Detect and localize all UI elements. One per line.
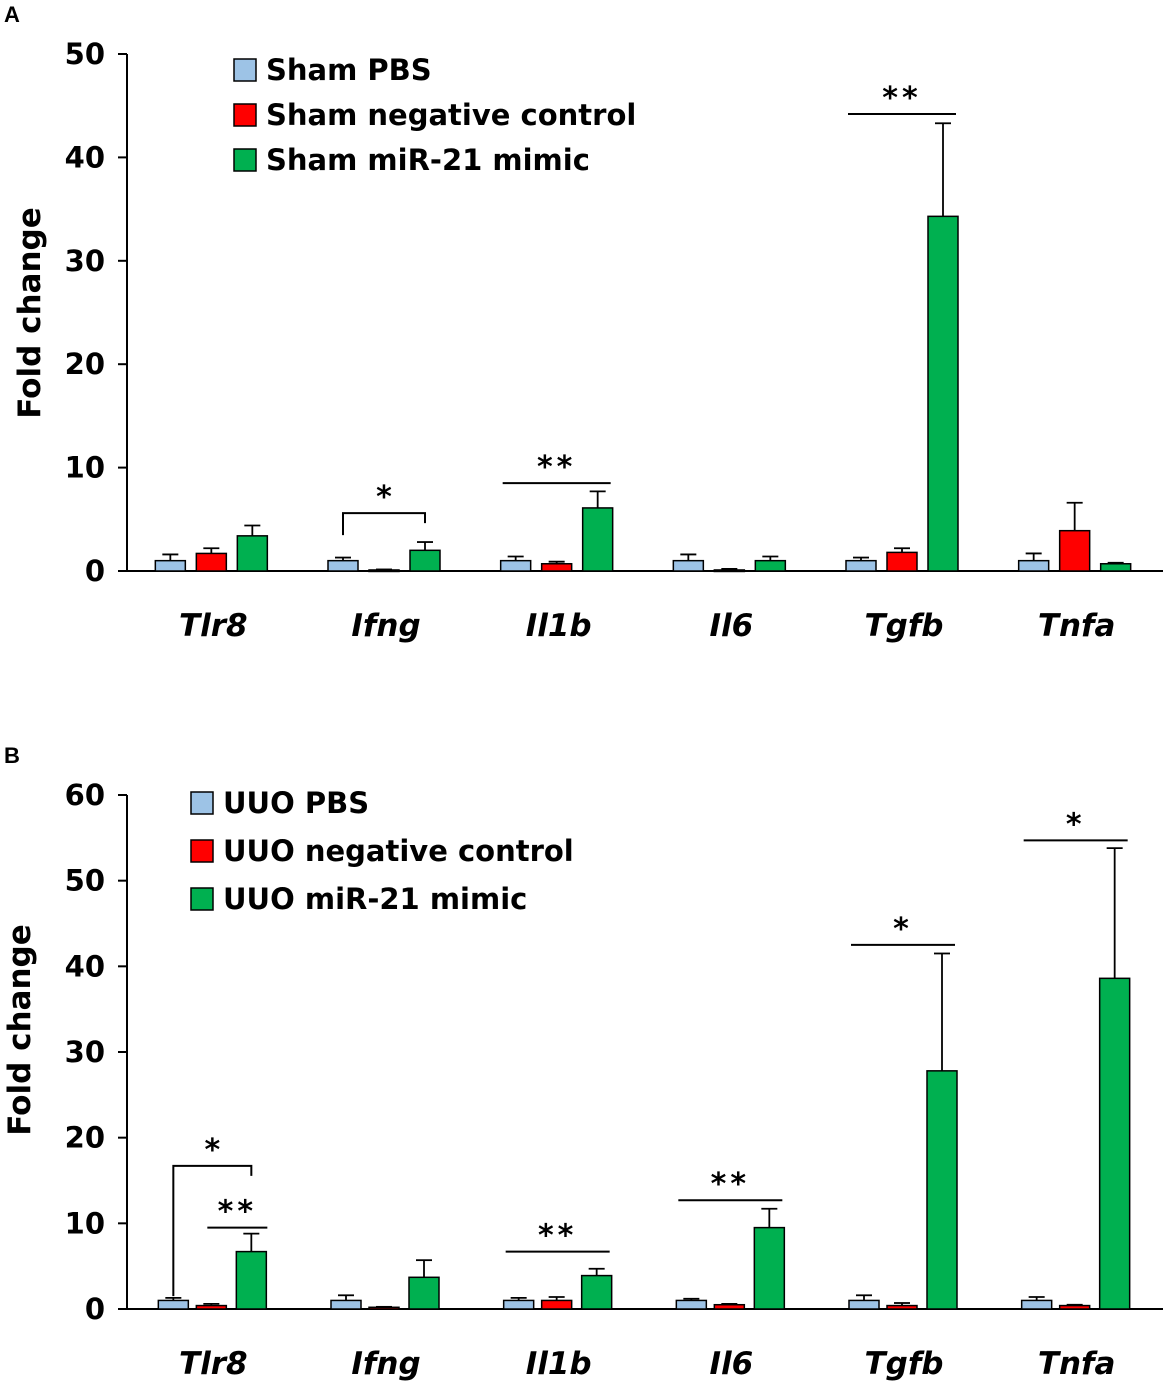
bar-1 — [499, 559, 532, 572]
bar-3 — [753, 1226, 786, 1310]
y-tick-label: 30 — [65, 1035, 105, 1069]
bar-1 — [1017, 559, 1050, 572]
bar-3 — [1098, 977, 1131, 1310]
y-tick-label: 50 — [65, 864, 105, 898]
y-tick-label: 10 — [65, 1206, 105, 1240]
category-label: Tgfb — [864, 608, 943, 644]
bar-3 — [580, 1274, 613, 1310]
significance-label: ** — [218, 1195, 257, 1230]
y-tick-label: 60 — [65, 778, 105, 812]
bar-3 — [1099, 563, 1132, 572]
legend-label-1: UUO PBS — [223, 786, 369, 820]
bar-2 — [195, 552, 228, 572]
y-tick-label: 0 — [85, 1292, 105, 1326]
bar-2 — [713, 1303, 746, 1310]
significance-bracket — [342, 512, 426, 536]
category-label: Il1b — [526, 1346, 592, 1382]
bar-3 — [409, 549, 441, 572]
significance-label: * — [1066, 807, 1086, 842]
panel-b-letter: B — [4, 743, 20, 768]
bar-2 — [195, 1304, 228, 1310]
y-tick-label: 40 — [65, 949, 105, 983]
y-tick-label: 50 — [65, 37, 105, 71]
bar-2 — [540, 563, 573, 572]
panel-a-letter: A — [4, 2, 20, 27]
legend-label-1: Sham PBS — [266, 53, 432, 87]
legend-swatch-3 — [190, 887, 214, 911]
bar-3 — [754, 559, 787, 572]
category-label: Il6 — [709, 1346, 753, 1382]
category-label: Tnfa — [1038, 608, 1116, 644]
bar-1 — [1020, 1299, 1053, 1310]
chart-panel-a: 0 10 20 30 40 50 Fold change Tlr8 Ifng Il1b Il6 Tgf… — [12, 37, 1163, 644]
bar-2 — [886, 1304, 918, 1310]
bar-3 — [236, 535, 269, 572]
y-tick-label: 10 — [65, 451, 105, 485]
legend-label-2: Sham negative control — [266, 98, 636, 132]
legend-swatch-2 — [233, 103, 257, 127]
bar-2 — [713, 569, 746, 573]
category-label: Il6 — [709, 608, 753, 644]
bar-2 — [1058, 1304, 1091, 1310]
significance-label: ** — [537, 450, 576, 485]
bar-1 — [327, 559, 359, 572]
y-tick-label: 40 — [65, 140, 105, 174]
bar-3 — [408, 1276, 440, 1310]
significance-label: * — [204, 1133, 220, 1168]
y-tick-label: 20 — [65, 1121, 105, 1155]
legend-label-3: Sham miR-21 mimic — [266, 143, 590, 177]
bar-3 — [927, 215, 959, 572]
bar-2 — [540, 1299, 573, 1310]
category-label: Tgfb — [864, 1346, 943, 1382]
bar-1 — [502, 1299, 535, 1310]
category-label: Tnfa — [1038, 1346, 1116, 1382]
legend-swatch-1 — [190, 791, 214, 815]
y-axis-title: Fold change — [2, 924, 38, 1135]
y-tick-label: 20 — [65, 347, 105, 381]
bar-3 — [926, 1070, 958, 1310]
bar-2 — [886, 551, 918, 572]
significance-label: ** — [711, 1167, 750, 1202]
legend-label-2: UUO negative control — [223, 834, 574, 868]
legend-swatch-1 — [233, 58, 257, 82]
category-label: Tlr8 — [179, 1346, 248, 1382]
legend-label-3: UUO miR-21 mimic — [223, 882, 527, 916]
bar-2 — [1058, 529, 1091, 572]
bar-1 — [845, 559, 877, 572]
significance-label: ** — [882, 81, 921, 116]
bar-1 — [154, 559, 187, 572]
category-label: Ifng — [351, 608, 420, 644]
legend-swatch-2 — [190, 839, 214, 863]
chart-panel-b: 0 10 20 30 40 50 60 Fold change Tlr8 Ifng Il1b Il6 T… — [2, 778, 1163, 1382]
y-axis-title: Fold change — [12, 207, 48, 418]
y-tick-label: 0 — [85, 554, 105, 588]
bar-1 — [848, 1299, 880, 1310]
category-label: Ifng — [351, 1346, 420, 1382]
bar-1 — [330, 1299, 362, 1310]
bar-1 — [157, 1299, 190, 1310]
legend-swatch-3 — [233, 148, 257, 172]
y-tick-label: 30 — [65, 244, 105, 278]
bar-1 — [675, 1299, 708, 1310]
bar-1 — [672, 559, 705, 572]
category-label: Il1b — [526, 608, 592, 644]
bar-3 — [235, 1250, 268, 1310]
significance-label: * — [893, 912, 913, 947]
significance-label: ** — [538, 1219, 577, 1254]
significance-bracket — [172, 1164, 253, 1297]
significance-label: * — [376, 480, 392, 515]
bar-3 — [581, 507, 614, 572]
category-label: Tlr8 — [179, 608, 248, 644]
